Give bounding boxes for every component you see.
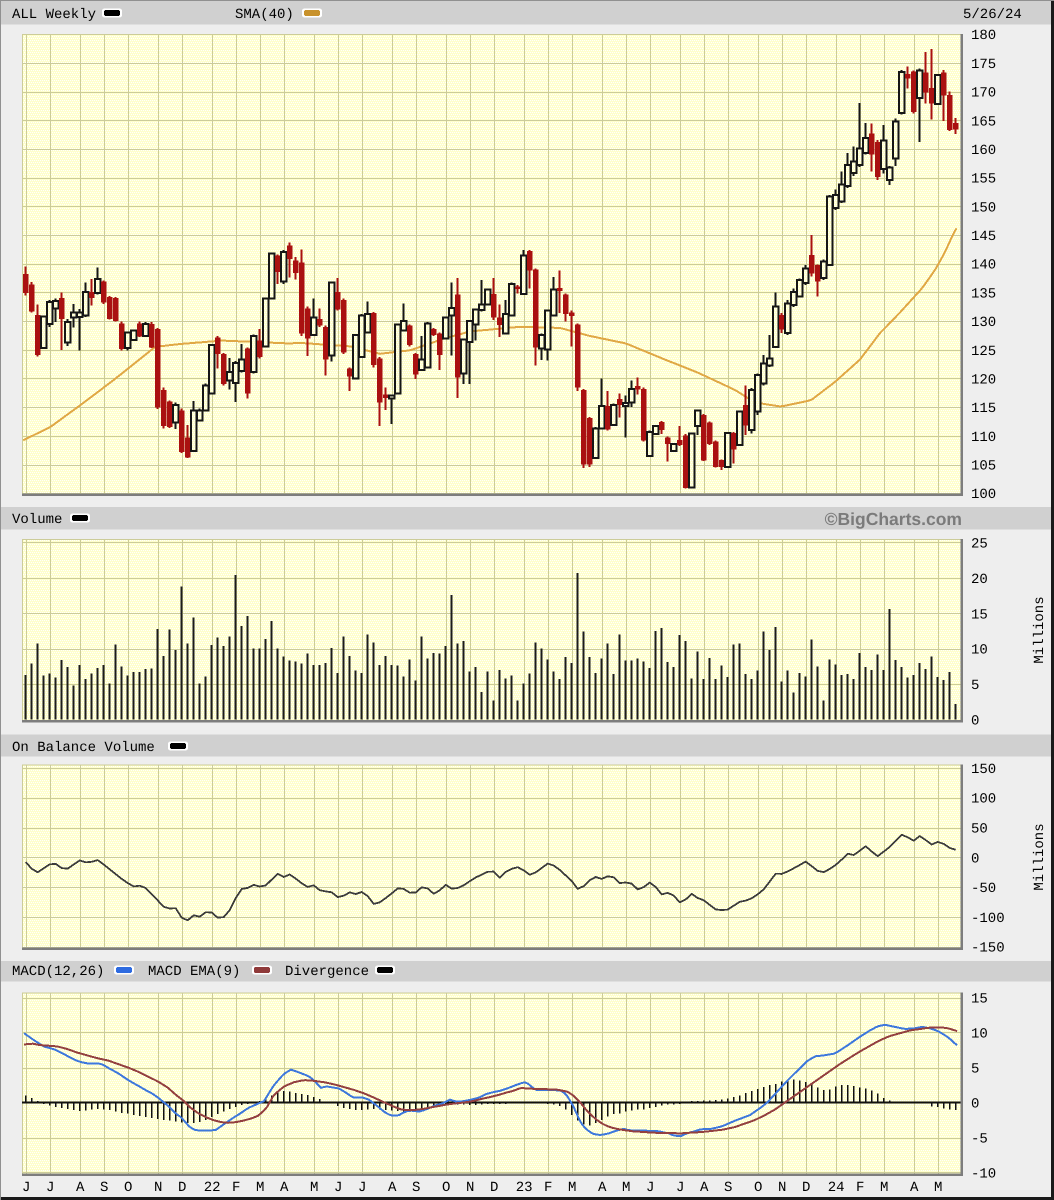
svg-text:A: A [910, 1180, 919, 1196]
svg-text:-100: -100 [971, 911, 1005, 927]
svg-text:F: F [232, 1180, 240, 1196]
svg-text:J: J [646, 1180, 654, 1196]
svg-text:SMA(40): SMA(40) [235, 7, 294, 23]
svg-text:D: D [802, 1180, 810, 1196]
svg-text:A: A [598, 1180, 607, 1196]
svg-text:0: 0 [971, 714, 979, 730]
svg-text:J: J [358, 1180, 366, 1196]
svg-text:115: 115 [971, 401, 996, 417]
svg-text:110: 110 [971, 430, 996, 446]
svg-text:120: 120 [971, 372, 996, 388]
svg-text:180: 180 [971, 28, 996, 44]
svg-text:-50: -50 [971, 881, 996, 897]
svg-text:15: 15 [971, 607, 988, 623]
svg-text:23: 23 [516, 1180, 533, 1196]
svg-text:M: M [256, 1180, 264, 1196]
svg-text:MACD EMA(9): MACD EMA(9) [148, 964, 240, 980]
svg-text:M: M [934, 1180, 942, 1196]
svg-text:-150: -150 [971, 941, 1005, 957]
svg-text:S: S [724, 1180, 732, 1196]
svg-text:150: 150 [971, 762, 996, 778]
svg-text:Millions: Millions [1032, 823, 1048, 890]
svg-text:N: N [778, 1180, 786, 1196]
svg-text:150: 150 [971, 200, 996, 216]
svg-text:O: O [124, 1180, 132, 1196]
svg-text:50: 50 [971, 822, 988, 838]
svg-text:M: M [880, 1180, 888, 1196]
svg-text:M: M [622, 1180, 630, 1196]
svg-text:145: 145 [971, 229, 996, 245]
svg-text:0: 0 [971, 851, 979, 867]
svg-text:0: 0 [971, 1097, 979, 1113]
svg-text:M: M [568, 1180, 576, 1196]
svg-text:135: 135 [971, 286, 996, 302]
svg-text:-5: -5 [971, 1132, 988, 1148]
svg-text:S: S [412, 1180, 420, 1196]
svg-text:100: 100 [971, 792, 996, 808]
svg-text:A: A [388, 1180, 397, 1196]
svg-text:Millions: Millions [1032, 596, 1048, 663]
svg-text:165: 165 [971, 114, 996, 130]
svg-text:J: J [46, 1180, 54, 1196]
svg-text:25: 25 [971, 537, 988, 553]
svg-text:140: 140 [971, 258, 996, 274]
svg-text:5: 5 [971, 1062, 979, 1078]
svg-text:10: 10 [971, 1027, 988, 1043]
svg-text:O: O [754, 1180, 762, 1196]
svg-text:M: M [310, 1180, 318, 1196]
svg-text:N: N [466, 1180, 474, 1196]
svg-text:A: A [700, 1180, 709, 1196]
svg-text:15: 15 [971, 992, 988, 1008]
svg-text:A: A [280, 1180, 289, 1196]
svg-text:130: 130 [971, 315, 996, 331]
svg-text:24: 24 [828, 1180, 845, 1196]
svg-text:-10: -10 [971, 1167, 996, 1183]
svg-text:125: 125 [971, 344, 996, 360]
svg-text:170: 170 [971, 86, 996, 102]
svg-text:Volume: Volume [12, 512, 62, 528]
svg-text:S: S [100, 1180, 108, 1196]
svg-text:D: D [490, 1180, 498, 1196]
svg-text:Divergence: Divergence [285, 964, 369, 980]
svg-text:J: J [676, 1180, 684, 1196]
svg-text:©BigCharts.com: ©BigCharts.com [825, 509, 962, 529]
svg-text:D: D [178, 1180, 186, 1196]
svg-text:5: 5 [971, 678, 979, 694]
svg-text:175: 175 [971, 57, 996, 73]
svg-text:20: 20 [971, 572, 988, 588]
svg-text:10: 10 [971, 643, 988, 659]
svg-text:F: F [544, 1180, 552, 1196]
svg-text:A: A [76, 1180, 85, 1196]
svg-text:On Balance Volume: On Balance Volume [12, 740, 155, 756]
svg-text:J: J [334, 1180, 342, 1196]
svg-text:N: N [154, 1180, 162, 1196]
svg-text:F: F [856, 1180, 864, 1196]
svg-text:MACD(12,26): MACD(12,26) [12, 964, 104, 980]
svg-text:J: J [22, 1180, 30, 1196]
svg-text:5/26/24: 5/26/24 [963, 7, 1022, 23]
svg-text:155: 155 [971, 172, 996, 188]
svg-text:100: 100 [971, 487, 996, 503]
svg-text:105: 105 [971, 459, 996, 475]
svg-text:ALL Weekly: ALL Weekly [12, 7, 96, 23]
svg-text:22: 22 [204, 1180, 221, 1196]
svg-text:160: 160 [971, 143, 996, 159]
svg-text:O: O [442, 1180, 450, 1196]
